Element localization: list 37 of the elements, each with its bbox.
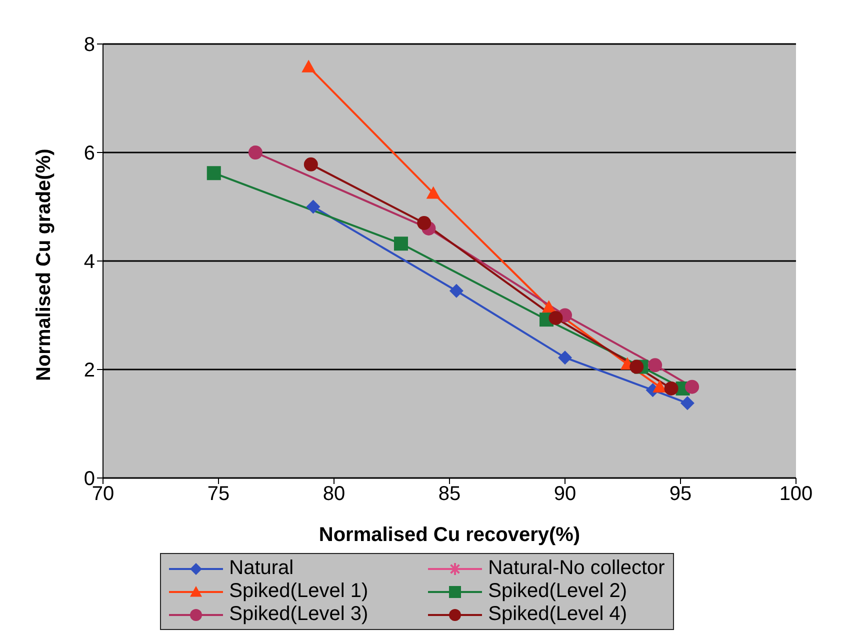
point <box>685 380 700 394</box>
point <box>652 380 667 392</box>
point <box>306 200 320 214</box>
point <box>680 396 694 410</box>
y-axis-title: Normalised Cu grade(%) <box>33 148 56 381</box>
point <box>630 360 644 374</box>
legend-label: Spiked(Level 2) <box>488 580 628 603</box>
x-tick-label: 95 <box>669 483 692 506</box>
point <box>558 350 572 365</box>
legend-label: Spiked(Level 4) <box>488 603 628 626</box>
y-tick-label: 6 <box>84 142 95 165</box>
point <box>417 216 432 230</box>
point <box>542 300 556 313</box>
x-tick-label: 75 <box>207 483 230 506</box>
point <box>548 310 563 325</box>
point <box>426 186 440 199</box>
y-tick-label: 8 <box>84 34 95 56</box>
legend-label: Spiked(Level 1) <box>229 580 368 603</box>
point <box>394 236 408 251</box>
point <box>302 60 316 72</box>
x-tick-label: 80 <box>322 483 346 506</box>
x-tick-label: 100 <box>779 483 813 506</box>
legend-label: Natural-No collector <box>488 557 665 580</box>
y-tick-label: 2 <box>84 360 95 382</box>
point <box>648 358 662 372</box>
point <box>248 146 262 160</box>
x-axis-title: Normalised Cu recovery(%) <box>318 524 580 546</box>
point <box>449 284 464 298</box>
x-tick-label: 85 <box>438 483 461 506</box>
legend-label: Spiked(Level 3) <box>229 603 368 626</box>
x-tick-label: 90 <box>554 483 576 506</box>
legend-label: Natural <box>229 557 294 580</box>
point <box>304 157 318 172</box>
x-tick-label: 70 <box>92 483 114 506</box>
point <box>664 381 678 396</box>
point <box>206 166 221 180</box>
y-tick-label: 4 <box>84 251 95 274</box>
